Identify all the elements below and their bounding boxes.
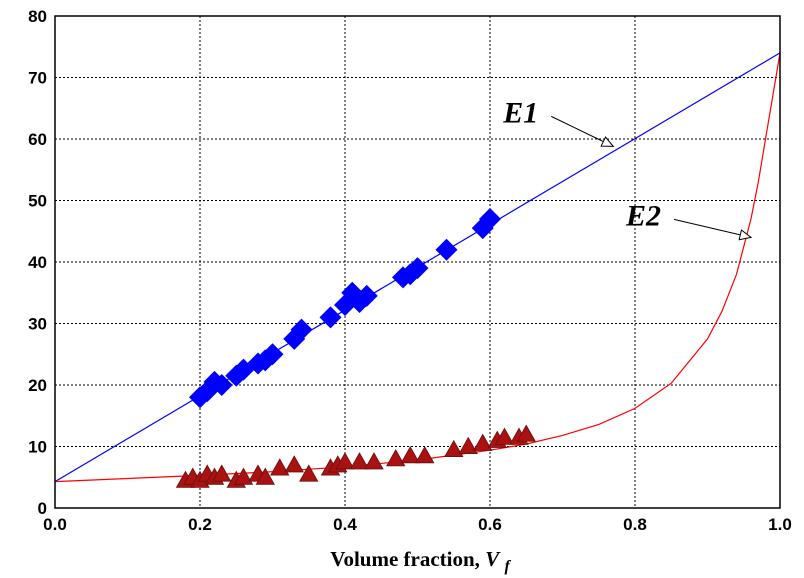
diamond-marker bbox=[319, 306, 342, 329]
y-tick-label: 50 bbox=[28, 192, 47, 211]
triangle-marker bbox=[415, 445, 435, 464]
plot-frame bbox=[54, 15, 781, 509]
diamond-marker bbox=[355, 284, 378, 307]
triangle-marker bbox=[400, 445, 420, 464]
triangle-marker bbox=[364, 452, 384, 470]
annotation-arrowhead bbox=[600, 136, 615, 147]
triangle-marker bbox=[473, 433, 493, 451]
triangle-marker bbox=[349, 452, 370, 470]
y-tick-label: 20 bbox=[28, 376, 47, 395]
diamond-marker bbox=[210, 374, 233, 396]
x-axis-label-text: Volume fraction, bbox=[330, 547, 480, 571]
data-markers bbox=[175, 207, 536, 488]
diamond-marker bbox=[261, 343, 284, 366]
triangle-marker bbox=[444, 439, 464, 458]
annotation-arrowhead bbox=[738, 229, 753, 241]
y-tick-label: 0 bbox=[38, 499, 47, 518]
y-tick-label: 10 bbox=[28, 438, 47, 457]
annotation-arrow bbox=[673, 218, 752, 238]
x-axis-label-symbol: V bbox=[485, 547, 501, 571]
triangle-marker bbox=[335, 452, 355, 470]
annotation-e2: E2 bbox=[625, 199, 661, 232]
annotation-e1: E1 bbox=[502, 96, 538, 129]
diamond-marker bbox=[435, 238, 458, 261]
triangle-marker bbox=[494, 427, 515, 445]
y-tick-label: 60 bbox=[28, 130, 47, 149]
triangle-marker bbox=[299, 464, 319, 482]
y-tick-label: 70 bbox=[28, 69, 47, 88]
x-tick-label: 0.4 bbox=[333, 515, 357, 534]
diamond-marker bbox=[406, 257, 429, 280]
x-tick-label: 0.2 bbox=[188, 515, 212, 534]
annotations: E1 E2 bbox=[502, 96, 753, 241]
x-tick-label: 0.8 bbox=[623, 515, 647, 534]
triangle-marker bbox=[212, 464, 232, 482]
x-tick-label: 0.6 bbox=[478, 515, 502, 534]
y-tick-label: 80 bbox=[28, 7, 47, 26]
diamond-marker bbox=[290, 318, 313, 341]
triangle-marker bbox=[233, 467, 254, 485]
triangle-marker bbox=[255, 467, 275, 485]
tick-labels: 0.0 0.2 0.4 0.6 0.8 1.0 0 10 20 30 40 50 60 70 80 bbox=[28, 7, 792, 534]
y-tick-label: 40 bbox=[28, 253, 47, 272]
x-tick-label: 1.0 bbox=[768, 515, 792, 534]
y-tick-label: 30 bbox=[28, 315, 47, 334]
x-axis-label: Volume fraction, V f bbox=[330, 547, 511, 575]
triangle-marker bbox=[270, 458, 290, 476]
triangle-marker bbox=[386, 449, 406, 467]
triangle-marker bbox=[458, 436, 478, 454]
triangle-marker bbox=[516, 424, 536, 442]
diamond-marker bbox=[479, 207, 501, 230]
triangle-marker bbox=[284, 455, 304, 473]
x-axis-label-subscript: f bbox=[504, 558, 511, 575]
x-tick-label: 0.0 bbox=[43, 515, 67, 534]
